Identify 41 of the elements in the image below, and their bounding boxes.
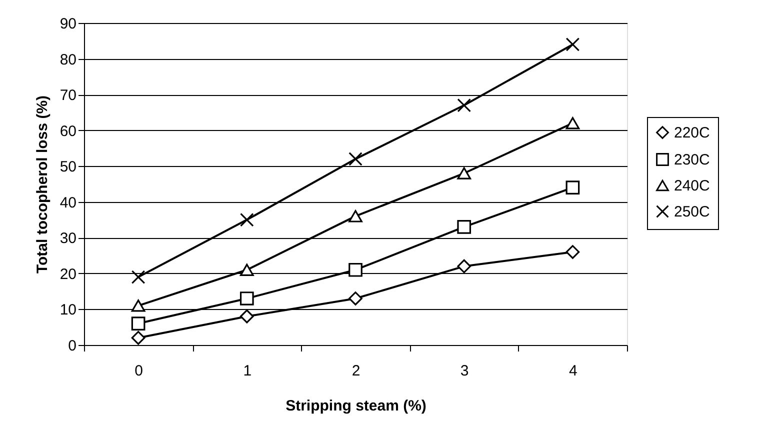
point (457, 220, 472, 234)
y-tick-label: 0 (68, 338, 76, 354)
legend-label: 220C (674, 124, 710, 142)
point (348, 292, 362, 306)
point (348, 152, 362, 166)
y-tick-label: 20 (60, 266, 76, 283)
x-tick-label: 4 (569, 362, 578, 380)
legend-label: 230C (674, 152, 710, 168)
point (566, 38, 580, 52)
point (131, 330, 146, 345)
y-tick-label: 10 (60, 302, 76, 319)
y-tick-label: 80 (60, 51, 76, 68)
x-tick-label: 2 (352, 362, 360, 380)
point (240, 309, 254, 324)
y-tick-label: 70 (60, 87, 76, 104)
x-tick-label: 3 (460, 362, 469, 380)
point (240, 212, 254, 227)
y-tick-label: 40 (60, 194, 76, 212)
point (131, 270, 146, 284)
point (457, 259, 472, 274)
x-tick-label: 1 (243, 362, 252, 380)
point (131, 300, 146, 312)
point (566, 117, 580, 130)
x-tick-label: 0 (134, 362, 143, 380)
y-axis-title: Total tocopherol loss (%) (34, 95, 51, 274)
y-tick-label: 50 (60, 158, 76, 176)
point (457, 98, 472, 112)
y-tick-label: 90 (60, 16, 76, 32)
y-tick-label: 60 (60, 122, 76, 140)
legend-label: 250C (674, 204, 710, 220)
y-tick-label: 30 (60, 230, 76, 248)
point (240, 292, 254, 306)
point (348, 210, 362, 222)
point (566, 180, 580, 194)
point (566, 245, 580, 259)
x-axis-title: Stripping steam (%) (286, 398, 426, 414)
point (348, 262, 362, 277)
point (240, 264, 254, 276)
legend-label: 240C (674, 178, 710, 194)
point (457, 167, 472, 180)
point (131, 316, 146, 330)
